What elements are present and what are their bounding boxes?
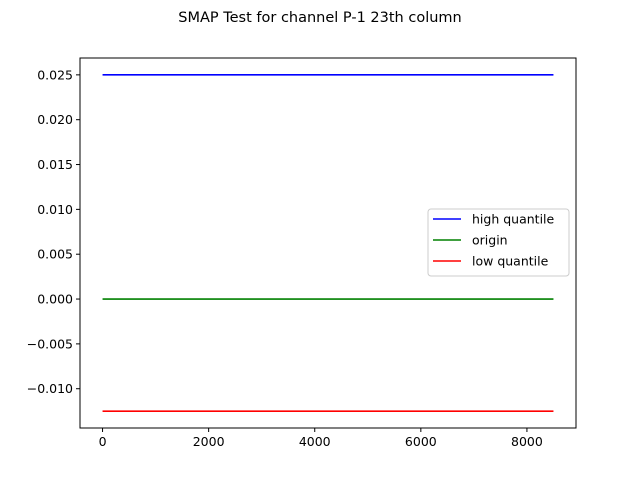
x-tick-label: 4000 (299, 434, 331, 449)
legend-label-0: high quantile (472, 212, 555, 227)
legend: high quantile origin low quantile (427, 208, 570, 277)
y-axis: −0.010 −0.005 0.000 0.005 0.010 0.015 0.020 0.0… (27, 67, 80, 396)
x-tick-label: 8000 (511, 434, 543, 449)
plot-frame (79, 57, 577, 429)
legend-label-2: low quantile (472, 254, 549, 269)
y-tick-label: 0.010 (37, 202, 73, 217)
y-tick-label: 0.000 (37, 292, 73, 307)
x-tick-label: 0 (99, 434, 107, 449)
y-tick-label: 0.025 (37, 67, 73, 82)
y-tick-label: 0.020 (37, 112, 73, 127)
legend-box (427, 208, 570, 277)
x-tick-label: 6000 (405, 434, 437, 449)
x-tick-label: 2000 (193, 434, 225, 449)
y-tick-label: −0.010 (27, 381, 73, 396)
x-axis: 0 2000 4000 6000 8000 (99, 428, 543, 449)
legend-label-1: origin (472, 233, 508, 248)
y-tick-label: 0.005 (37, 247, 73, 262)
y-tick-label: −0.005 (27, 336, 73, 351)
chart-title: SMAP Test for channel P-1 23th column (178, 10, 462, 26)
y-tick-label: 0.015 (37, 157, 73, 172)
plot-lines (102, 74, 554, 412)
